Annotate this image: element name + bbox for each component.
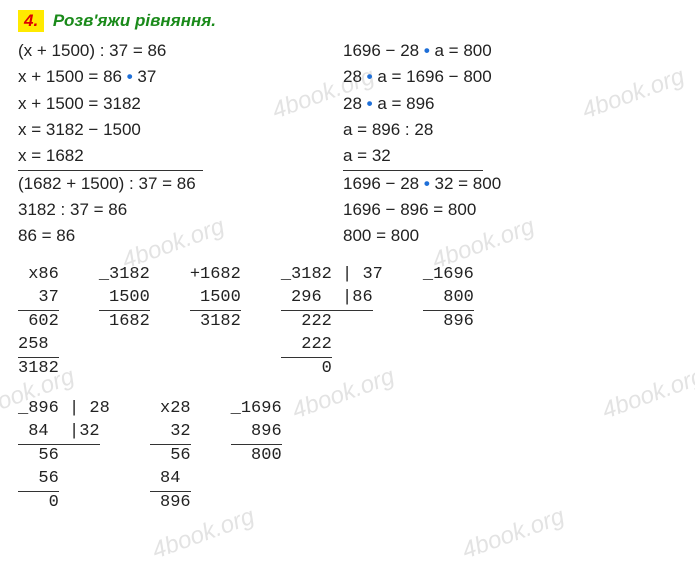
task-title: Розв'яжи рівняння. — [53, 11, 216, 30]
eq2-line7: 1696 − 896 = 800 — [343, 197, 501, 223]
eq1-line6: (1682 + 1500) : 37 = 86 — [18, 171, 203, 197]
eq1-line3: x + 1500 = 3182 — [18, 91, 203, 117]
eq2-line8: 800 = 800 — [343, 223, 501, 249]
eq2-line2: 28 • a = 1696 − 800 — [343, 64, 501, 90]
eq1-line4: x = 3182 − 1500 — [18, 117, 203, 143]
calc-row-2: _896 | 28 84 |32 56 56 0 x28 32 56 84 89… — [18, 398, 677, 515]
sub-1696-800: _1696 800 896 — [423, 264, 474, 334]
task-header: 4. Розв'яжи рівняння. — [18, 10, 677, 32]
eq2-line6: 1696 − 28 • 32 = 800 — [343, 171, 501, 197]
eq2-line3: 28 • a = 896 — [343, 91, 501, 117]
eq2-line5: a = 32 — [343, 143, 483, 170]
sub-1696-896: _1696 896 800 — [231, 398, 282, 468]
equation-columns: (x + 1500) : 37 = 86 x + 1500 = 86 • 37 … — [18, 38, 677, 250]
eq2-line1: 1696 − 28 • a = 800 — [343, 38, 501, 64]
eq1-line2: x + 1500 = 86 • 37 — [18, 64, 203, 90]
eq2-line4: a = 896 : 28 — [343, 117, 501, 143]
div-896-28: _896 | 28 84 |32 56 56 0 — [18, 398, 110, 515]
eq1-line8: 86 = 86 — [18, 223, 203, 249]
eq1-line1: (x + 1500) : 37 = 86 — [18, 38, 203, 64]
calc-row-1: x86 37 602258 3182 _3182 1500 1682 +1682… — [18, 264, 677, 381]
equation-1: (x + 1500) : 37 = 86 x + 1500 = 86 • 37 … — [18, 38, 203, 250]
sub-3182-1500: _3182 1500 1682 — [99, 264, 150, 334]
div-3182-37: _3182 | 37 296 |86 222 222 0 — [281, 264, 383, 381]
task-number: 4. — [18, 10, 44, 32]
add-1682-1500: +1682 1500 3182 — [190, 264, 241, 334]
eq1-line5: x = 1682 — [18, 143, 203, 170]
eq1-line7: 3182 : 37 = 86 — [18, 197, 203, 223]
mult-86-37: x86 37 602258 3182 — [18, 264, 59, 381]
equation-2: 1696 − 28 • a = 800 28 • a = 1696 − 800 … — [343, 38, 501, 250]
mult-28-32: x28 32 56 84 896 — [150, 398, 191, 515]
